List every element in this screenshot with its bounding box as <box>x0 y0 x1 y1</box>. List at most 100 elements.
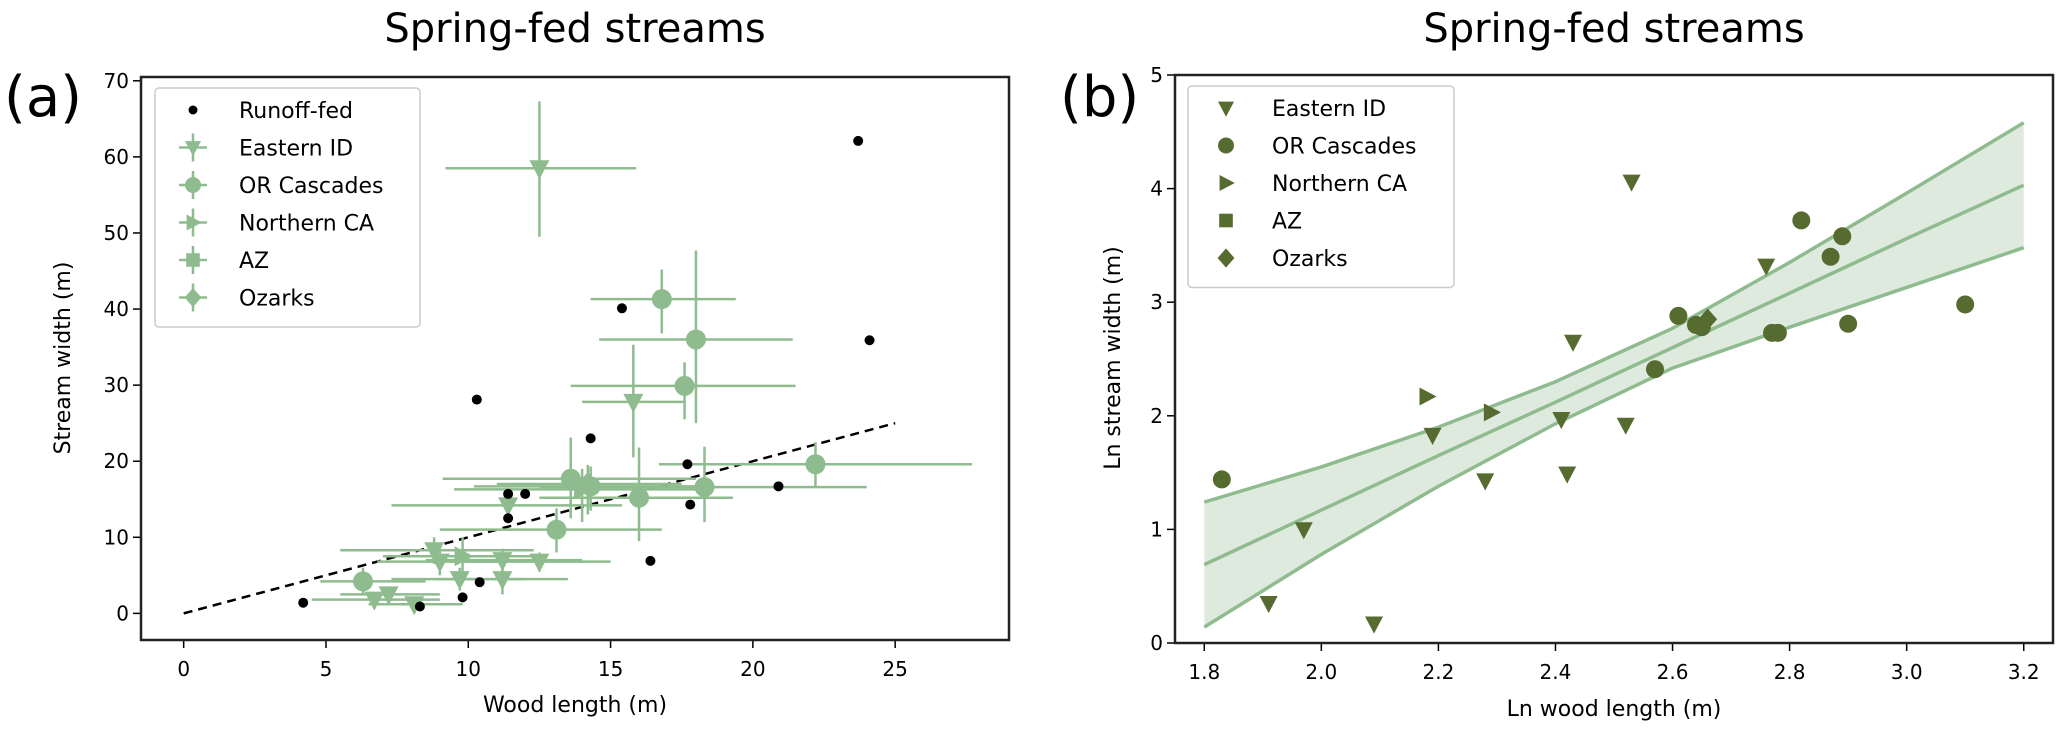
y-tick-label: 50 <box>104 221 129 245</box>
x-tick-label: 10 <box>456 657 481 681</box>
legend-marker-square-icon <box>186 253 200 267</box>
x-tick-label: 3.2 <box>2008 660 2040 684</box>
y-tick-label: 4 <box>1150 177 1163 201</box>
data-point <box>520 488 531 499</box>
panel-a-xlabel: Wood length (m) <box>483 693 667 718</box>
x-tick-label: 20 <box>740 657 765 681</box>
data-point <box>1622 174 1641 192</box>
panel-b-label: (b) <box>1060 65 1139 130</box>
data-point <box>864 335 875 346</box>
data-point <box>298 597 309 608</box>
legend-item: Eastern ID <box>1218 97 1386 122</box>
panel-b: Spring-fed streams (b) Ln wood length (m… <box>1060 6 2055 722</box>
panel-b-legend: Eastern ID OR Cascades Northern CA AZ Ozarks <box>1187 85 1455 289</box>
data-point <box>364 591 385 611</box>
markers-eastern-id <box>364 160 644 616</box>
regression-lower-line <box>1203 246 2025 629</box>
panel-b-ylabel: Ln stream width (m) <box>1101 246 1126 470</box>
legend-item: OR Cascades <box>1218 135 1416 160</box>
data-point <box>471 394 482 405</box>
panel-a-ylabel: Stream width (m) <box>51 262 76 455</box>
y-tick-label: 0 <box>1150 631 1163 655</box>
regression-upper-line <box>1203 121 2025 504</box>
x-tick-label: 1.8 <box>1188 660 1220 684</box>
data-point <box>805 454 826 475</box>
series-ozarks <box>1698 308 1718 331</box>
data-point <box>1839 314 1858 333</box>
series-eastern-id <box>1259 174 1776 634</box>
y-tick-label: 10 <box>104 525 129 549</box>
legend-label: Eastern ID <box>1272 97 1386 122</box>
data-point <box>1833 227 1852 246</box>
y-tick-label: 30 <box>104 373 129 397</box>
legend-marker-circle-icon <box>1218 137 1234 154</box>
legend-marker-triangle-right-icon <box>1219 175 1235 191</box>
y-tick-label: 70 <box>104 69 129 93</box>
legend-item: Northern CA <box>179 208 374 237</box>
y-tick-label: 20 <box>104 449 129 473</box>
legend-item: AZ <box>1219 210 1302 235</box>
series-northern-ca <box>1419 387 1501 422</box>
data-point <box>404 596 425 616</box>
y-tick-label: 5 <box>1150 63 1163 87</box>
x-tick-label: 2.4 <box>1540 660 1572 684</box>
panel-a-label: (a) <box>4 65 82 130</box>
legend-item: Eastern ID <box>179 133 353 162</box>
data-point <box>623 393 644 413</box>
legend-label: OR Cascades <box>239 174 383 199</box>
data-point <box>685 499 696 510</box>
panel-a-legend: Runoff-fed Eastern ID OR Cascades Northern … <box>154 87 421 328</box>
legend-marker-square-icon <box>1219 213 1233 228</box>
panel-a: Spring-fed streams (a) Wood length (m) S… <box>4 6 1011 718</box>
legend-item: AZ <box>179 246 269 274</box>
data-point <box>454 546 474 567</box>
x-tick-label: 2.8 <box>1774 660 1806 684</box>
y-tick-label: 3 <box>1150 290 1163 314</box>
data-point <box>424 542 445 562</box>
data-point <box>1792 211 1811 230</box>
data-point <box>1558 466 1577 484</box>
data-point <box>1956 295 1975 314</box>
data-point <box>1365 616 1384 634</box>
data-point <box>498 497 519 517</box>
legend-marker-triangle-down-icon <box>185 141 201 157</box>
data-point <box>674 375 695 396</box>
data-point <box>1552 412 1571 430</box>
data-point <box>429 553 450 573</box>
data-point <box>1698 308 1718 331</box>
data-point <box>585 433 596 444</box>
legend-label: Ozarks <box>239 287 315 312</box>
panel-a-title: Spring-fed streams <box>384 6 765 52</box>
legend-marker-triangle-down-icon <box>1218 101 1234 117</box>
data-point <box>529 553 550 573</box>
data-point <box>503 488 514 499</box>
legend-marker-dot-icon <box>188 105 198 115</box>
data-point <box>577 472 599 497</box>
y-tick-label: 60 <box>104 145 129 169</box>
y-tick-label: 40 <box>104 297 129 321</box>
data-point <box>1483 403 1501 422</box>
series-runoff-fed <box>298 135 875 612</box>
data-point <box>1259 596 1278 614</box>
legend-marker-diamond-icon <box>184 287 202 308</box>
data-point <box>682 459 693 470</box>
legend-box <box>1187 85 1455 289</box>
y-tick-label: 2 <box>1150 404 1163 428</box>
data-point <box>645 555 656 566</box>
data-point <box>651 289 672 310</box>
plot-frame <box>139 75 1011 642</box>
data-point <box>1669 306 1688 325</box>
plot-frame <box>1173 73 2055 645</box>
legend-label: Northern CA <box>239 212 374 237</box>
legend-label: Ozarks <box>1272 247 1348 272</box>
panel-b-xlabel: Ln wood length (m) <box>1507 697 1722 722</box>
data-point <box>685 329 706 350</box>
data-point <box>1564 334 1583 352</box>
data-point <box>1821 247 1840 266</box>
data-point <box>1645 360 1664 379</box>
legend-label: Eastern ID <box>239 137 353 162</box>
data-point <box>853 135 864 146</box>
data-point <box>1423 427 1442 446</box>
x-tick-label: 0 <box>177 657 190 681</box>
markers-or-cascades <box>352 289 826 592</box>
